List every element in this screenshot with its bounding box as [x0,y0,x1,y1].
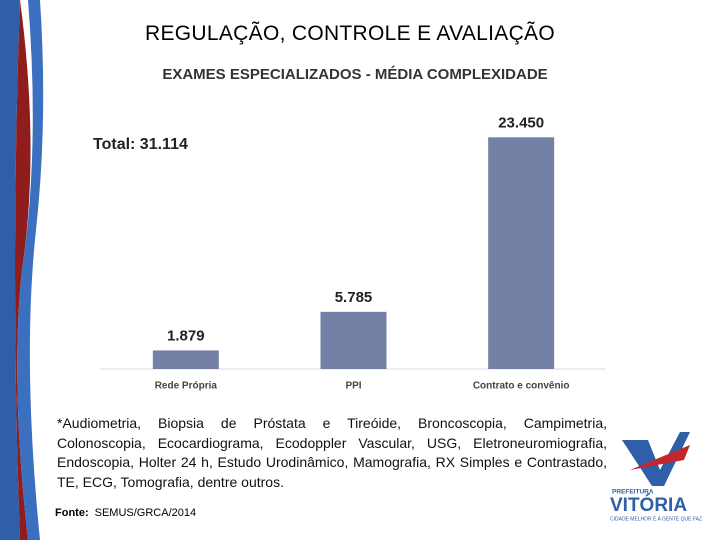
chart-title: EXAMES ESPECIALIZADOS - MÉDIA COMPLEXIDA… [162,66,547,83]
logo-mark [630,445,690,470]
footnote: *Audiometria, Biopsia de Próstata e Tire… [57,415,607,490]
decor-stripe [15,0,31,540]
source-label: Fonte: [55,507,89,519]
annotation: Total: 31.114 [93,136,188,153]
source: Fonte: SEMUS/GRCA/2014 [55,507,196,519]
value-label: 1.879 [167,327,205,344]
decor-stripe [17,0,44,540]
logo: PREFEITURA VITÓRIA CIDADE MELHOR É A GEN… [610,432,702,522]
slide-title: REGULAÇÃO, CONTROLE E AVALIAÇÃO [145,22,555,45]
x-tick-label: Contrato e convênio [473,381,570,392]
decor-stripe [0,0,20,540]
value-label: 5.785 [335,289,373,306]
logo-tagline: CIDADE MELHOR É A GENTE QUE FAZ [610,515,702,522]
logo-mark [622,432,690,486]
bar [152,350,219,369]
bar [488,137,555,369]
logo-name: VITÓRIA [610,494,687,516]
bar [320,311,387,369]
value-label: 23.450 [498,114,544,131]
x-tick-label: Rede Própria [155,381,218,392]
source-text: SEMUS/GRCA/2014 [94,507,197,519]
x-tick-label: PPI [345,381,361,392]
logo-top: PREFEITURA [612,489,654,496]
